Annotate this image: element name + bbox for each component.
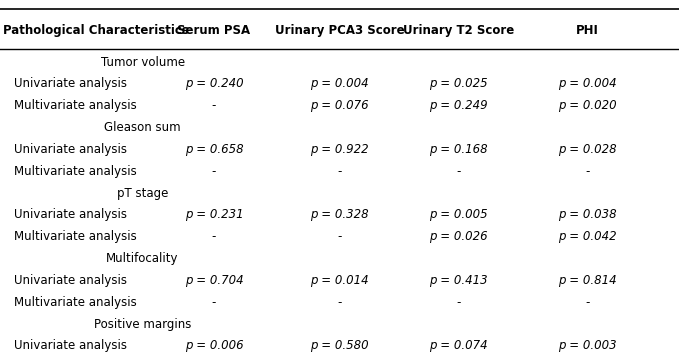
Text: Positive margins: Positive margins [94, 318, 191, 331]
Text: Univariate analysis: Univariate analysis [14, 339, 126, 353]
Text: p = 0.005: p = 0.005 [429, 208, 488, 222]
Text: Univariate analysis: Univariate analysis [14, 77, 126, 91]
Text: Urinary T2 Score: Urinary T2 Score [403, 24, 514, 37]
Text: -: - [212, 296, 216, 309]
Text: p = 0.014: p = 0.014 [310, 274, 369, 287]
Text: -: - [337, 296, 342, 309]
Text: Tumor volume: Tumor volume [100, 56, 185, 69]
Text: -: - [212, 165, 216, 178]
Text: Gleason sum: Gleason sum [105, 121, 181, 134]
Text: -: - [337, 165, 342, 178]
Text: Urinary PCA3 Score: Urinary PCA3 Score [275, 24, 404, 37]
Text: p = 0.328: p = 0.328 [310, 208, 369, 222]
Text: p = 0.026: p = 0.026 [429, 230, 488, 243]
Text: p = 0.004: p = 0.004 [310, 77, 369, 91]
Text: p = 0.003: p = 0.003 [558, 339, 617, 353]
Text: p = 0.038: p = 0.038 [558, 208, 617, 222]
Text: p = 0.020: p = 0.020 [558, 99, 617, 112]
Text: Multifocality: Multifocality [107, 252, 179, 265]
Text: Univariate analysis: Univariate analysis [14, 274, 126, 287]
Text: p = 0.249: p = 0.249 [429, 99, 488, 112]
Text: -: - [456, 165, 460, 178]
Text: -: - [212, 230, 216, 243]
Text: p = 0.006: p = 0.006 [185, 339, 243, 353]
Text: p = 0.074: p = 0.074 [429, 339, 488, 353]
Text: Pathological Characteristics: Pathological Characteristics [3, 24, 189, 37]
Text: p = 0.658: p = 0.658 [185, 143, 243, 156]
Text: p = 0.240: p = 0.240 [185, 77, 243, 91]
Text: p = 0.580: p = 0.580 [310, 339, 369, 353]
Text: p = 0.076: p = 0.076 [310, 99, 369, 112]
Text: p = 0.922: p = 0.922 [310, 143, 369, 156]
Text: -: - [456, 296, 460, 309]
Text: Univariate analysis: Univariate analysis [14, 208, 126, 222]
Text: Multivariate analysis: Multivariate analysis [14, 296, 136, 309]
Text: p = 0.004: p = 0.004 [558, 77, 617, 91]
Text: -: - [585, 296, 589, 309]
Text: p = 0.704: p = 0.704 [185, 274, 243, 287]
Text: Serum PSA: Serum PSA [177, 24, 251, 37]
Text: p = 0.025: p = 0.025 [429, 77, 488, 91]
Text: Univariate analysis: Univariate analysis [14, 143, 126, 156]
Text: -: - [337, 230, 342, 243]
Text: -: - [585, 165, 589, 178]
Text: p = 0.413: p = 0.413 [429, 274, 488, 287]
Text: p = 0.231: p = 0.231 [185, 208, 243, 222]
Text: pT stage: pT stage [117, 187, 168, 200]
Text: p = 0.042: p = 0.042 [558, 230, 617, 243]
Text: Multivariate analysis: Multivariate analysis [14, 165, 136, 178]
Text: p = 0.028: p = 0.028 [558, 143, 617, 156]
Text: PHI: PHI [576, 24, 599, 37]
Text: p = 0.168: p = 0.168 [429, 143, 488, 156]
Text: -: - [212, 99, 216, 112]
Text: Multivariate analysis: Multivariate analysis [14, 99, 136, 112]
Text: p = 0.814: p = 0.814 [558, 274, 617, 287]
Text: Multivariate analysis: Multivariate analysis [14, 230, 136, 243]
